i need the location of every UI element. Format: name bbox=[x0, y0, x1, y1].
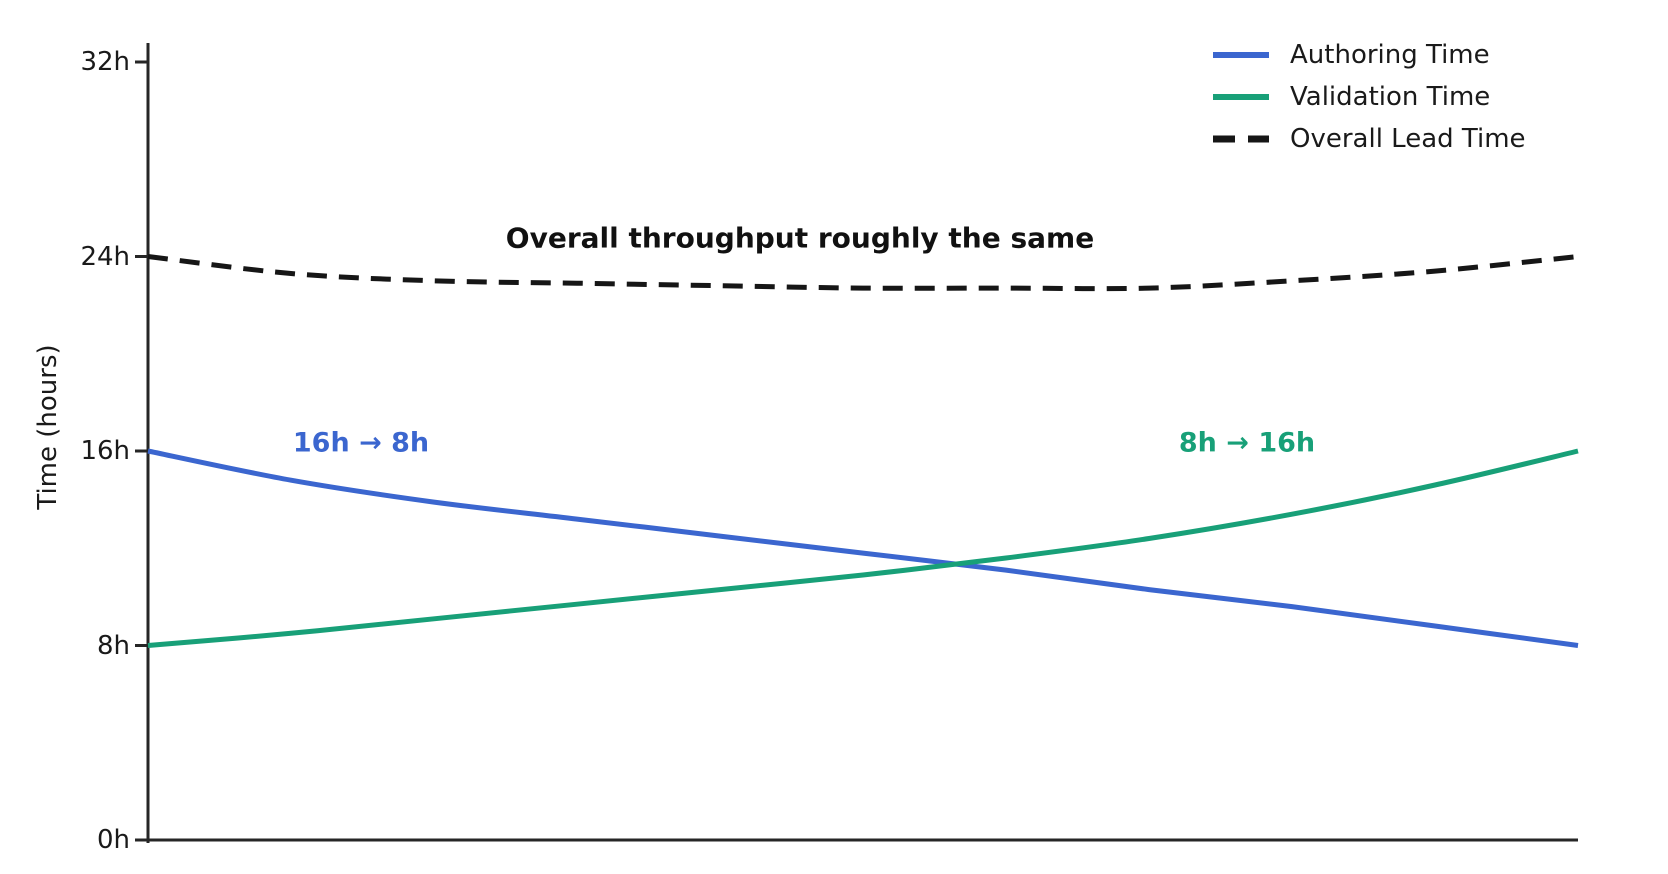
y-tick-label: 32h bbox=[80, 47, 130, 77]
y-tick-label: 16h bbox=[80, 436, 130, 466]
series-line-authoring-time bbox=[147, 448, 1579, 648]
annotation-overall-throughput: Overall throughput roughly the same bbox=[505, 221, 1095, 255]
legend-line-sample-validation bbox=[1213, 94, 1269, 100]
legend-line-sample-authoring bbox=[1213, 52, 1269, 58]
legend-item-validation-time: Validation Time bbox=[1212, 76, 1526, 118]
annotation-validation-change: 8h → 16h bbox=[1178, 427, 1316, 459]
y-axis-title: Time (hours) bbox=[33, 344, 63, 510]
series-line-overall-lead-time bbox=[147, 254, 1579, 292]
legend-label-validation-time: Validation Time bbox=[1290, 82, 1491, 112]
y-tick-label: 8h bbox=[96, 630, 130, 661]
y-tick-label: 24h bbox=[80, 241, 130, 272]
legend-item-authoring-time: Authoring Time bbox=[1212, 34, 1526, 76]
annotation-authoring-change: 16h → 8h bbox=[292, 427, 430, 459]
series-line-validation-time bbox=[147, 448, 1579, 648]
legend-label-authoring-time: Authoring Time bbox=[1290, 40, 1490, 70]
y-tick-label: 0h bbox=[96, 825, 130, 855]
legend-line-sample-overall-lead bbox=[1213, 135, 1269, 143]
legend: Authoring Time Validation Time Overall L… bbox=[1212, 34, 1526, 160]
legend-label-overall-lead-time: Overall Lead Time bbox=[1290, 124, 1526, 154]
legend-item-overall-lead-time: Overall Lead Time bbox=[1212, 118, 1526, 160]
